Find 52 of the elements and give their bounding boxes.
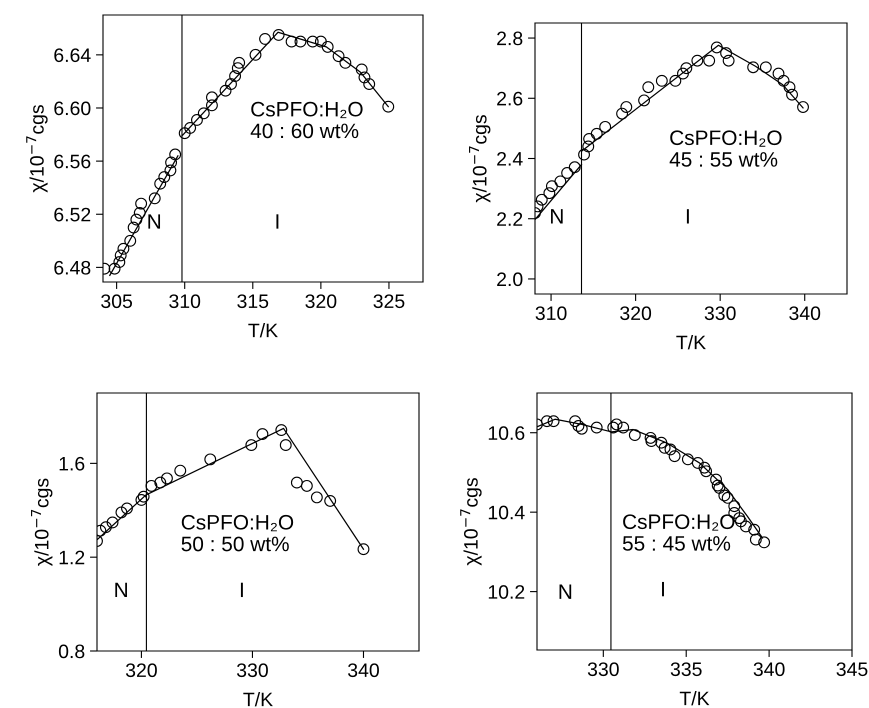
x-tick-label: 320	[305, 294, 336, 308]
annotation: N	[115, 582, 127, 598]
y-tick-label: 10.4	[488, 506, 525, 520]
x-tick-label: 310	[169, 294, 200, 308]
annotation: I	[662, 582, 664, 596]
y-tick-label: 6.60	[54, 101, 90, 116]
x-tick-label: 340	[754, 662, 785, 676]
x-tick-label: 305	[101, 294, 132, 308]
x-tick-label: 330	[588, 662, 619, 676]
annotation: N	[148, 214, 160, 229]
annotation: CsPFO:H₂O 55 : 45 wt%	[622, 514, 734, 551]
y-tick-label: 2.8	[497, 32, 522, 46]
y-tick-label: 1.2	[60, 550, 84, 564]
y-tick-label: 10.6	[488, 426, 524, 440]
y-tick-label: 10.2	[488, 585, 524, 599]
x-tick-label: 330	[236, 663, 268, 678]
x-tick-label: 330	[704, 306, 736, 320]
annotation: N	[551, 209, 563, 224]
y-tick-label: 6.64	[54, 48, 91, 62]
annotation: CsPFO:H₂O 50 : 50 wt%	[182, 514, 294, 552]
y-axis-title: χ/10$^{−7}$cgs	[460, 478, 482, 566]
annotation: CsPFO:H₂O 40 : 60 wt%	[250, 102, 363, 138]
annotation: I	[240, 582, 243, 598]
y-tick-label: 2.2	[497, 212, 522, 226]
x-axis-title: T/K	[243, 692, 273, 706]
x-tick-label: 320	[126, 663, 157, 678]
y-tick-label: 6.48	[54, 260, 90, 275]
x-tick-label: 345	[836, 662, 868, 676]
y-axis-title: χ/10$^{−7}$cgs	[469, 115, 490, 202]
annotation: N	[560, 584, 572, 599]
x-tick-label: 335	[670, 662, 702, 676]
y-tick-label: 0.8	[58, 644, 84, 658]
annotation: I	[686, 209, 689, 224]
x-tick-label: 310	[536, 306, 567, 320]
y-axis-title: χ/10$^{−7}$cgs	[26, 105, 48, 192]
x-tick-label: 315	[237, 294, 268, 308]
y-tick-label: 2.4	[497, 152, 523, 166]
x-tick-label: 340	[348, 663, 379, 678]
x-tick-label: 325	[373, 294, 404, 308]
x-axis-title: T/K	[248, 323, 278, 338]
y-tick-label: 2.6	[497, 92, 522, 106]
x-axis-title: T/K	[680, 691, 710, 706]
x-tick-label: 320	[620, 306, 652, 320]
y-tick-label: 6.56	[54, 154, 90, 168]
y-tick-label: 2.0	[497, 272, 522, 286]
y-axis-title: χ/10$^{−7}$cgs	[31, 478, 52, 566]
x-axis-title: T/K	[676, 335, 706, 350]
annotation: I	[276, 214, 278, 229]
y-tick-label: 1.6	[60, 456, 84, 471]
annotation: CsPFO:H₂O 45 : 55 wt%	[670, 130, 782, 167]
y-tick-label: 6.52	[54, 208, 90, 222]
x-tick-label: 340	[789, 306, 820, 320]
